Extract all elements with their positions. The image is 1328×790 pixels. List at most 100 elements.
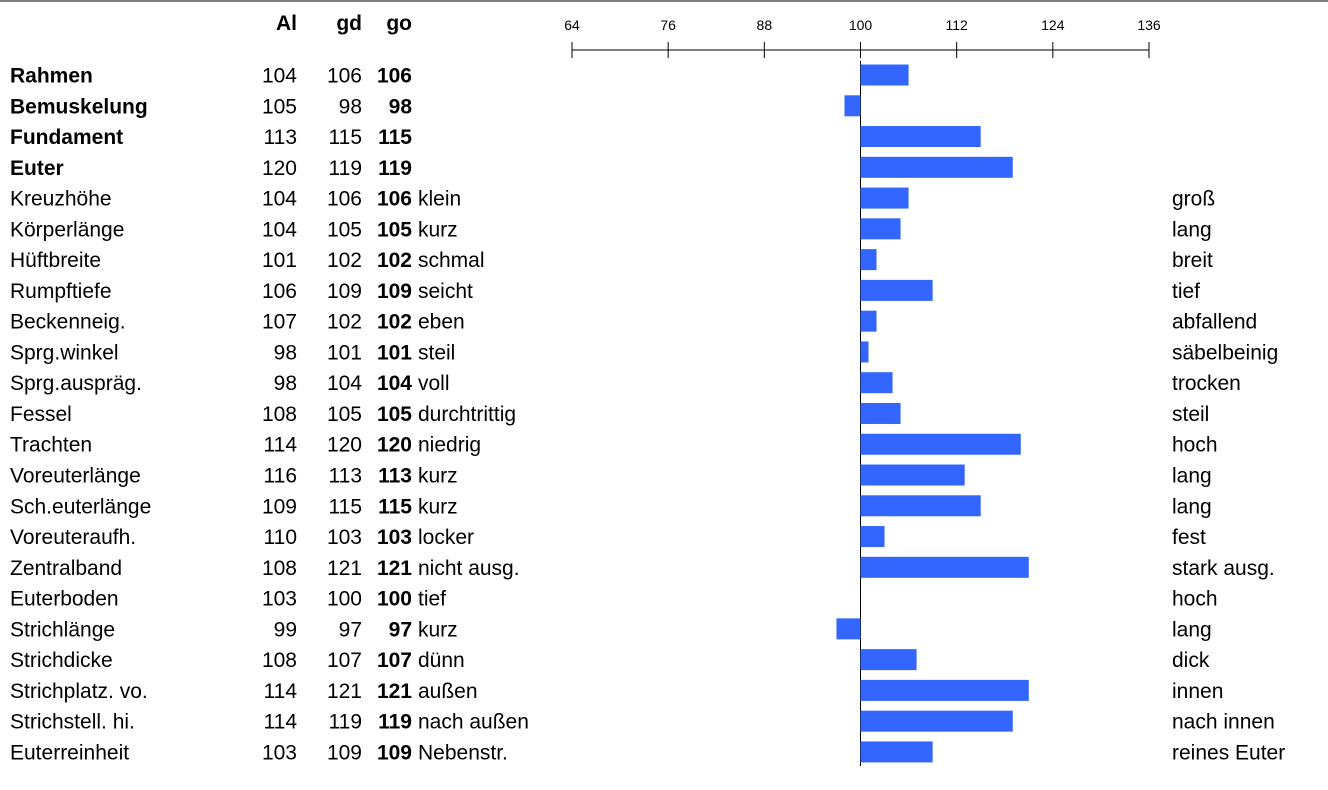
value-bar [861, 311, 877, 332]
value-al: 105 [262, 95, 297, 118]
value-bar [861, 495, 981, 516]
value-gd: 105 [327, 403, 362, 426]
trait-label: Strichlänge [10, 618, 115, 641]
value-gd: 98 [339, 95, 362, 118]
value-bar [861, 157, 1013, 178]
value-go: 102 [377, 249, 412, 272]
value-bar [861, 557, 1029, 578]
value-bar [844, 95, 860, 116]
value-al: 104 [262, 218, 297, 241]
value-gd: 105 [327, 218, 362, 241]
trait-row: Fessel 108 105 105 durchtrittig steil [10, 403, 1209, 426]
scale-right-label: nach innen [1172, 711, 1275, 734]
trait-row: Sprg.auspräg. 98 104 104 voll trocken [10, 372, 1241, 395]
value-bar [861, 434, 1021, 455]
value-go: 106 [377, 188, 412, 211]
scale-left-label: niedrig [418, 434, 481, 457]
trait-row: Fundament 113 115 115 [10, 126, 981, 149]
value-gd: 102 [327, 311, 362, 334]
column-header-al: Al [276, 12, 297, 35]
value-al: 99 [274, 618, 297, 641]
x-tick-label: 76 [660, 17, 676, 33]
value-al: 120 [262, 157, 297, 180]
trait-label: Trachten [10, 434, 92, 457]
trait-label: Fessel [10, 403, 72, 426]
scale-right-label: tief [1172, 280, 1200, 303]
value-go: 120 [377, 434, 412, 457]
trait-label: Bemuskelung [10, 95, 148, 118]
x-axis: 64 76 88 100 112 124 136 [564, 17, 1161, 58]
trait-row: Körperlänge 104 105 105 kurz lang [10, 218, 1212, 241]
trait-row: Sprg.winkel 98 101 101 steil säbelbeinig [10, 341, 1278, 364]
value-bar [836, 618, 860, 639]
value-bar [861, 711, 1013, 732]
value-go: 105 [377, 403, 412, 426]
value-go: 121 [377, 680, 412, 703]
scale-right-label: lang [1172, 465, 1212, 488]
scale-left-label: kurz [418, 618, 458, 641]
x-tick-label: 112 [946, 17, 969, 33]
trait-label: Körperlänge [10, 218, 124, 241]
value-al: 98 [274, 341, 297, 364]
scale-left-label: außen [418, 680, 478, 703]
scale-right-label: lang [1172, 618, 1212, 641]
trait-label: Euterboden [10, 588, 119, 611]
value-gd: 121 [327, 680, 362, 703]
value-go: 105 [377, 218, 412, 241]
scale-left-label: voll [418, 372, 450, 395]
trait-label: Fundament [10, 126, 123, 149]
scale-right-label: steil [1172, 403, 1209, 426]
scale-left-label: kurz [418, 218, 458, 241]
scale-left-label: nach außen [418, 711, 529, 734]
value-al: 108 [262, 557, 297, 580]
value-gd: 104 [327, 372, 362, 395]
scale-right-label: fest [1172, 526, 1206, 549]
value-gd: 102 [327, 249, 362, 272]
scale-right-label: abfallend [1172, 311, 1257, 334]
trait-row: Kreuzhöhe 104 106 106 klein groß [10, 188, 1215, 211]
scale-right-label: reines Euter [1172, 741, 1285, 764]
scale-left-label: seicht [418, 280, 473, 303]
trait-label: Sprg.auspräg. [10, 372, 142, 395]
value-go: 115 [378, 495, 412, 518]
trait-label: Kreuzhöhe [10, 188, 112, 211]
scale-right-label: lang [1172, 495, 1212, 518]
value-gd: 100 [327, 588, 362, 611]
trait-row: Voreuterlänge 116 113 113 kurz lang [10, 465, 1212, 488]
trait-row: Sch.euterlänge 109 115 115 kurz lang [10, 495, 1212, 518]
trait-label: Strichdicke [10, 649, 113, 672]
value-go: 119 [378, 711, 412, 734]
x-tick-label: 100 [849, 17, 873, 33]
value-al: 103 [262, 588, 297, 611]
value-al: 110 [264, 526, 297, 549]
value-go: 100 [377, 588, 412, 611]
value-bar [861, 65, 909, 86]
value-al: 104 [262, 65, 297, 88]
scale-right-label: säbelbeinig [1172, 341, 1278, 364]
trait-label: Strichplatz. vo. [10, 680, 148, 703]
trait-row: Hüftbreite 101 102 102 schmal breit [10, 249, 1213, 272]
value-al: 109 [262, 495, 297, 518]
value-bar [861, 680, 1029, 701]
value-gd: 109 [327, 280, 362, 303]
column-header-go: go [386, 12, 412, 35]
value-go: 104 [377, 372, 412, 395]
value-bar [861, 372, 893, 393]
scale-left-label: schmal [418, 249, 485, 272]
scale-left-label: steil [418, 341, 455, 364]
value-go: 115 [378, 126, 412, 149]
x-tick-label: 88 [757, 17, 773, 33]
scale-right-label: trocken [1172, 372, 1241, 395]
value-go: 98 [389, 95, 413, 118]
value-al: 113 [264, 126, 297, 149]
value-al: 108 [262, 403, 297, 426]
value-al: 114 [264, 680, 298, 703]
value-go: 102 [377, 311, 412, 334]
value-al: 98 [274, 372, 297, 395]
trait-label: Hüftbreite [10, 249, 101, 272]
trait-label: Rahmen [10, 65, 93, 88]
trait-label: Voreuteraufh. [10, 526, 136, 549]
value-bar [861, 188, 909, 209]
value-gd: 120 [327, 434, 362, 457]
